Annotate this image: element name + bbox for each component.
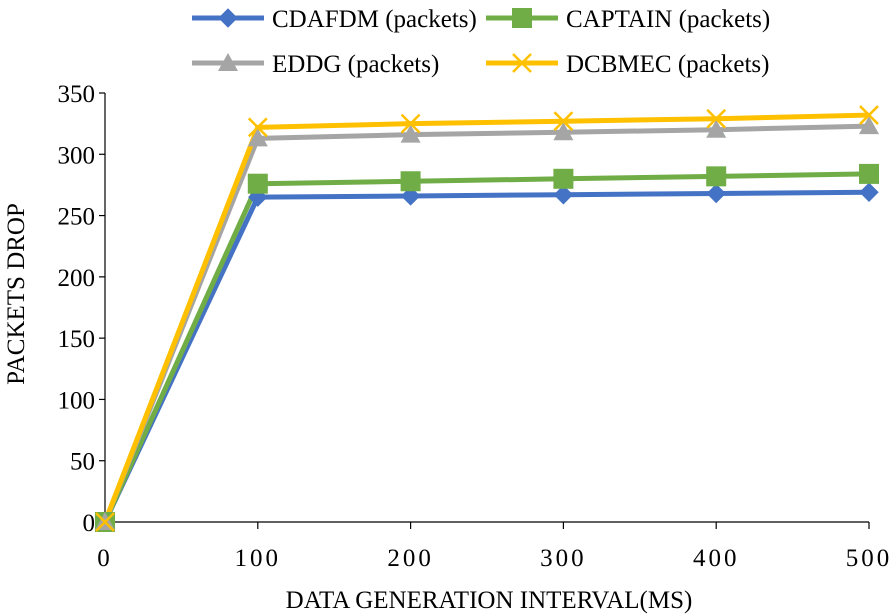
- y-tick-label: 200: [58, 265, 96, 292]
- tick-labels: 0 50 100 150 200 250 300 350 0 100 200 300 400 500: [58, 81, 893, 572]
- legend-item: CDAFDM (packets): [192, 6, 477, 33]
- series-line-0: [102, 189, 870, 524]
- data-point: [706, 108, 727, 129]
- y-tick-label: 350: [58, 81, 96, 108]
- legend-label: CAPTAIN (packets): [566, 6, 770, 33]
- data-point: [400, 113, 421, 134]
- data-point: [859, 105, 879, 125]
- data-point: [859, 182, 879, 202]
- legend-item: DCBMEC (packets): [486, 51, 769, 78]
- legend-item: EDDG (packets): [192, 51, 439, 78]
- x-tick-label: 100: [235, 545, 282, 572]
- x-marker-stroke: [512, 53, 532, 73]
- data-point: [706, 183, 726, 204]
- data-point: [95, 512, 115, 532]
- x-marker-stroke: [247, 117, 268, 138]
- data-point: [553, 168, 574, 189]
- x-tick-label: 0: [97, 545, 113, 572]
- data-point: [706, 119, 727, 138]
- data-point: [859, 163, 879, 184]
- y-tick-label: 0: [83, 510, 96, 537]
- legend-label: DCBMEC (packets): [566, 51, 769, 78]
- x-marker-stroke: [95, 512, 115, 532]
- data-point: [859, 116, 879, 135]
- legend: CDAFDM (packets) CAPTAIN (packets) EDDG (p…: [192, 6, 770, 78]
- data-point: [706, 166, 727, 187]
- axes: [99, 92, 870, 529]
- x-tick-label: 500: [846, 545, 893, 572]
- x-axis-title: DATA GENERATION INTERVAL(MS): [286, 587, 693, 614]
- data-point: [247, 117, 268, 138]
- legend-label: CDAFDM (packets): [272, 6, 477, 33]
- x-tick-label: 400: [693, 545, 740, 572]
- x-marker-stroke: [400, 113, 421, 134]
- series-line-2: [102, 123, 870, 523]
- data-point: [553, 122, 574, 141]
- x-tick-label: 300: [540, 545, 587, 572]
- x-marker-stroke: [553, 111, 574, 132]
- legend-marker: [512, 8, 532, 28]
- series-line-3: [102, 112, 870, 523]
- data-point: [247, 128, 268, 147]
- legend-item: CAPTAIN (packets): [486, 6, 770, 33]
- y-tick-label: 100: [58, 387, 96, 414]
- series-markers: [95, 105, 879, 532]
- legend-marker: [218, 53, 238, 71]
- y-axis-title: PACKETS DROP: [3, 203, 30, 385]
- legend-marker: [512, 53, 532, 73]
- y-tick-label: 300: [58, 142, 96, 169]
- data-point: [400, 171, 421, 192]
- legend-marker: [218, 8, 238, 28]
- series-lines: [102, 112, 870, 524]
- data-point: [553, 111, 574, 132]
- x-tick-label: 200: [387, 545, 434, 572]
- x-marker-stroke: [859, 105, 879, 125]
- data-point: [553, 185, 574, 205]
- data-point: [400, 124, 421, 143]
- y-tick-label: 250: [58, 204, 96, 231]
- y-tick-label: 150: [58, 326, 96, 353]
- data-point: [247, 173, 268, 194]
- y-tick-label: 50: [70, 449, 95, 476]
- x-marker-stroke: [706, 108, 727, 129]
- series-line-1: [102, 171, 870, 524]
- legend-label: EDDG (packets): [272, 51, 439, 78]
- data-point: [400, 186, 421, 206]
